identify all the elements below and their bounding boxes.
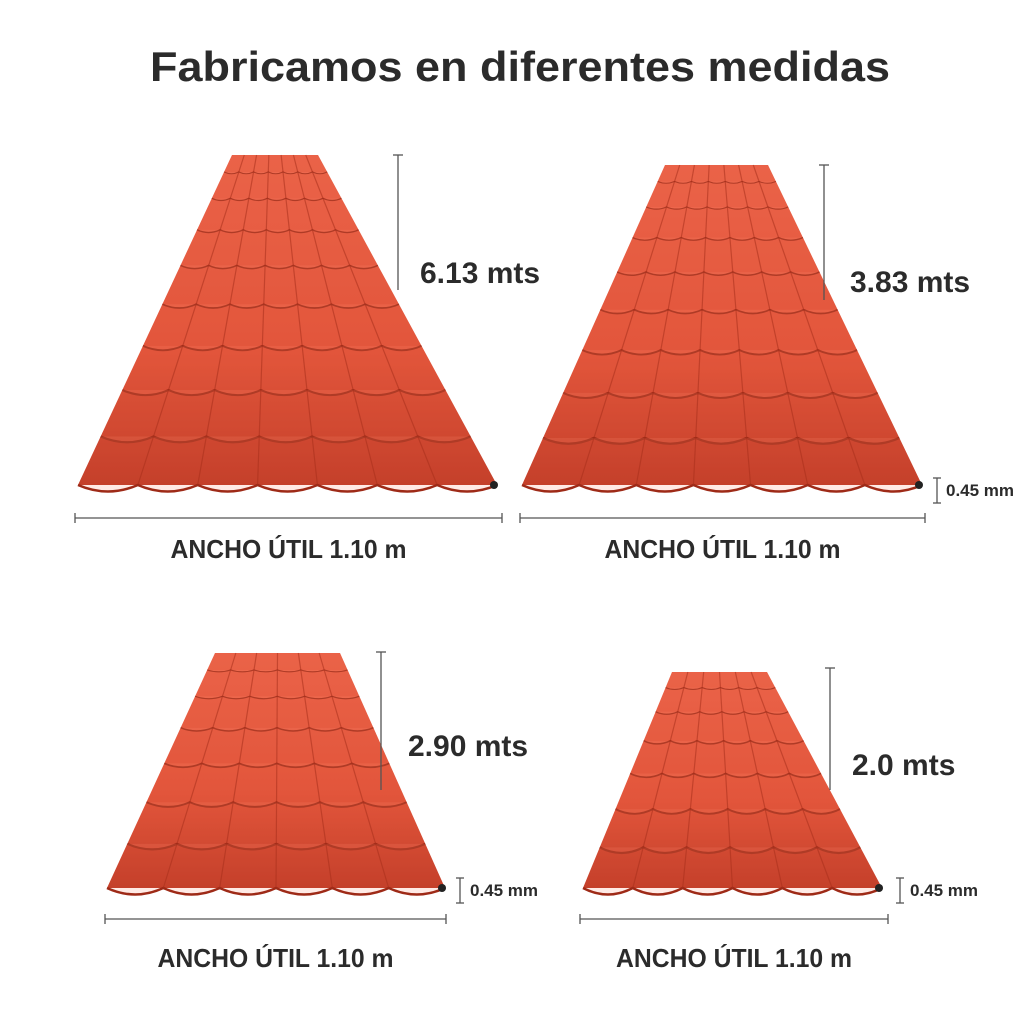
sheet-body (107, 653, 445, 888)
length-label: 2.0 mts (852, 749, 955, 782)
length-label: 2.90 mts (408, 730, 528, 763)
tile-row-edge (100, 435, 472, 444)
tile-rib (297, 652, 333, 889)
tile-rib (737, 164, 809, 486)
tile-row-edge (196, 229, 359, 234)
tile-row-shadow (224, 155, 328, 174)
sheet-roll (490, 481, 498, 489)
tile-row-edge (521, 483, 923, 493)
tile-row-shadow (632, 207, 803, 241)
tile-rib (137, 154, 245, 486)
width-label: ANCHO ÚTIL 1.10 m (616, 943, 852, 973)
tile-row-shadow (600, 272, 838, 314)
tile-row-shadow (583, 847, 882, 895)
tile-row-shadow (643, 711, 804, 744)
tile-rib (718, 671, 734, 889)
tile-rib (280, 154, 319, 486)
tile-rib (723, 164, 752, 486)
tile-rib (219, 652, 258, 889)
tile-row-shadow (630, 740, 822, 778)
roof-sheet (521, 164, 923, 493)
length-label: 6.13 mts (420, 257, 540, 290)
tile-row-shadow (657, 165, 776, 184)
roof-sheet (106, 652, 446, 896)
tile-row-shadow (617, 237, 820, 276)
tile-row-edge (211, 197, 342, 202)
roof-sheet (582, 671, 883, 896)
title: Fabricamos en diferentes medidas (150, 43, 890, 90)
tile-row-edge (542, 436, 900, 445)
tile-row-shadow (142, 304, 422, 351)
tile-row-edge (77, 483, 498, 493)
tile-row-edge (581, 349, 858, 356)
tile-row-shadow (582, 309, 858, 355)
tile-row-shadow (563, 350, 878, 398)
thickness-label: 0.45 mm (910, 881, 978, 900)
tile-row-edge (121, 388, 446, 397)
tile-row-shadow (122, 345, 446, 396)
tile-row-shadow (78, 436, 497, 492)
tile-row-edge (599, 308, 838, 315)
tile-row-shadow (543, 392, 900, 444)
width-label: ANCHO ÚTIL 1.10 m (158, 943, 394, 973)
tile-rib (305, 154, 438, 486)
sheet-roll (915, 481, 923, 489)
sheet-body (522, 165, 922, 485)
tile-row-edge (562, 391, 879, 400)
thickness-label: 0.45 mm (946, 481, 1014, 500)
width-label: ANCHO ÚTIL 1.10 m (171, 534, 407, 564)
tile-rib (197, 154, 258, 486)
tile-row-shadow (615, 773, 841, 814)
tile-row-edge (180, 264, 379, 270)
tile-rib (632, 671, 689, 889)
sheet-roll (438, 884, 446, 892)
tile-rib (256, 154, 270, 486)
tile-row-shadow (211, 171, 342, 201)
tile-row-shadow (646, 181, 789, 210)
sheet-body (583, 672, 882, 888)
tile-rib (162, 652, 237, 889)
tile-row-edge (632, 236, 804, 241)
tile-rib (635, 164, 696, 486)
tile-row-edge (162, 303, 400, 309)
length-label: 3.83 mts (850, 266, 970, 299)
tile-rib (752, 164, 866, 486)
sheet-body (78, 155, 497, 485)
tile-row-edge (645, 206, 789, 210)
roof-sheet (77, 154, 498, 493)
tile-row-edge (142, 344, 422, 352)
tile-row-edge (616, 271, 820, 277)
tile-rib (318, 652, 390, 889)
tile-row-shadow (180, 229, 378, 269)
tile-row-shadow (100, 390, 471, 443)
tile-row-shadow (162, 265, 399, 309)
thickness-label: 0.45 mm (470, 881, 538, 900)
tile-row-shadow (197, 198, 359, 233)
tile-row-edge (657, 180, 777, 184)
sheet-roll (875, 884, 883, 892)
tile-row-shadow (599, 809, 861, 853)
tile-rib (750, 671, 833, 889)
width-label: ANCHO ÚTIL 1.10 m (605, 534, 841, 564)
tile-rib (578, 164, 681, 486)
tile-rib (692, 164, 710, 486)
tile-rib (292, 154, 378, 486)
tile-row-shadow (655, 687, 789, 715)
tile-rib (682, 671, 705, 889)
tile-rib (734, 671, 783, 889)
tile-rib (275, 652, 279, 889)
tile-row-edge (223, 171, 328, 175)
tile-row-shadow (522, 437, 922, 492)
